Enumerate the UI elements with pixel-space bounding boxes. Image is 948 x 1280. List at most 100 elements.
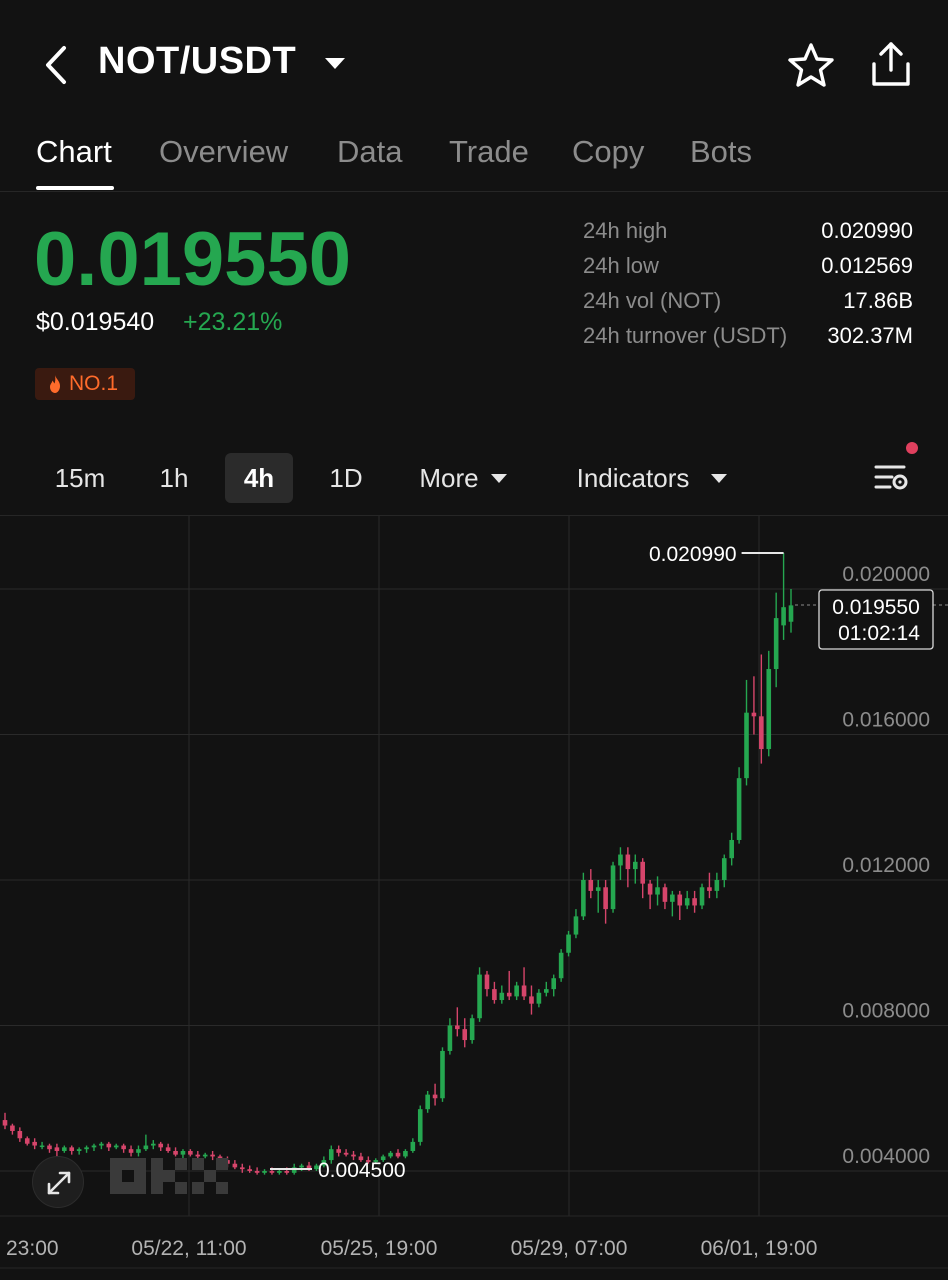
stat-label: 24h vol (NOT) [583,288,722,313]
caret-down-icon[interactable] [322,54,348,74]
fullscreen-button[interactable] [32,1156,84,1208]
chevron-left-icon [46,46,66,84]
candle-down [188,1150,193,1155]
timeframe-4h[interactable]: 4h [225,453,293,503]
candle-down [603,887,608,910]
candle-down [47,1145,52,1150]
candle-down [269,1171,275,1173]
candle-down [521,985,527,997]
more-dropdown[interactable]: More [408,453,518,503]
candle-down [239,1167,245,1170]
favorite-button[interactable] [786,40,836,90]
candle-down [759,716,764,750]
tab-trade[interactable]: Trade [449,134,529,169]
candle-up [558,952,564,979]
candle-up [202,1154,208,1157]
candle-up [699,887,705,906]
candle-up [499,992,505,1001]
candle-down [492,989,497,1001]
indicators-dropdown[interactable]: Indicators [562,453,742,503]
candle-down [232,1163,238,1168]
candle-up [388,1152,393,1157]
candle-down [210,1154,215,1157]
indicators-label: Indicators [576,462,690,493]
candle-down [588,880,594,891]
stat-24h-turnover: 24h turnover (USDT) 302.37M [583,321,913,356]
candle-up [277,1171,282,1173]
stat-24h-vol: 24h vol (NOT) 17.86B [583,286,913,321]
candle-up [328,1149,334,1161]
candle-up [440,1050,445,1099]
candle-down [506,992,512,997]
stat-label: 24h turnover (USDT) [583,323,788,348]
candle-up [417,1109,423,1142]
candle-up [581,880,586,917]
current-price-label: 0.019550 [832,596,920,619]
timeframe-15m[interactable]: 15m [54,462,106,493]
candle-down [336,1149,341,1153]
candle-up [536,992,542,1004]
chart-canvas[interactable]: 0.020000 0.016000 0.012000 0.008000 0.004000… [0,516,948,1280]
candle-up [403,1150,408,1157]
stat-value: 302.37M [827,323,913,348]
y-axis-tick-label: 0.012000 [842,854,930,877]
rank-badge[interactable]: NO.1 [35,368,135,400]
candle-up [151,1143,156,1146]
expand-icon [47,1171,71,1195]
candle-up [136,1149,141,1153]
candlestick-chart[interactable]: 0.020000 0.016000 0.012000 0.008000 0.004000… [0,515,948,1280]
candle-down [69,1147,75,1151]
candle-up [291,1167,297,1173]
candle-up [262,1171,267,1173]
tab-data[interactable]: Data [337,134,403,169]
stat-24h-low: 24h low 0.012569 [583,251,913,286]
chart-settings-button[interactable] [870,440,920,500]
timeframe-1h[interactable]: 1h [159,462,189,493]
candle-down [625,854,631,870]
candle-up [670,894,675,902]
current-price-box [818,589,934,650]
y-axis-tick-label: 0.016000 [842,709,930,732]
candle-up [143,1145,149,1150]
candle-down [106,1143,112,1148]
caret-down-icon [711,473,728,483]
candle-up [595,887,601,891]
candle-up [99,1143,104,1146]
candle-up [447,1025,453,1051]
stat-label: 24h low [583,253,659,278]
back-button[interactable] [34,40,78,90]
y-axis-tick-label: 0.008000 [842,1000,930,1023]
candle-down [462,1029,468,1041]
tab-copy[interactable]: Copy [572,134,645,169]
candle-up [299,1165,304,1168]
candle-down [165,1147,171,1151]
share-button[interactable] [866,40,916,90]
candle-up [62,1147,67,1151]
candle-up [410,1141,416,1151]
candle-down [662,887,668,902]
price-change: +23.21% [183,308,283,336]
candle-up [714,880,720,891]
candle-up [684,898,690,906]
pair-title[interactable]: NOT/USDT [98,40,297,82]
stat-value: 0.020990 [821,218,913,243]
tab-chart[interactable]: Chart [36,134,112,169]
candle-up [84,1147,89,1150]
candle-up [773,618,779,670]
x-axis-tick-label: 23:00 [6,1237,59,1260]
candle-down [128,1149,134,1153]
timeframe-1d[interactable]: 1D [329,462,363,493]
candle-down [529,996,534,1004]
last-price: 0.019550 [34,217,351,302]
tab-bots[interactable]: Bots [690,134,753,169]
candle-down [358,1156,364,1161]
candle-up [314,1165,319,1170]
candle-up [514,985,519,997]
stat-value: 0.012569 [821,253,913,278]
candle-up [618,854,623,866]
candle-up [91,1145,97,1148]
candle-up [425,1094,430,1110]
candle-up [655,887,660,895]
candle-up [373,1160,379,1162]
tab-overview[interactable]: Overview [159,134,289,169]
